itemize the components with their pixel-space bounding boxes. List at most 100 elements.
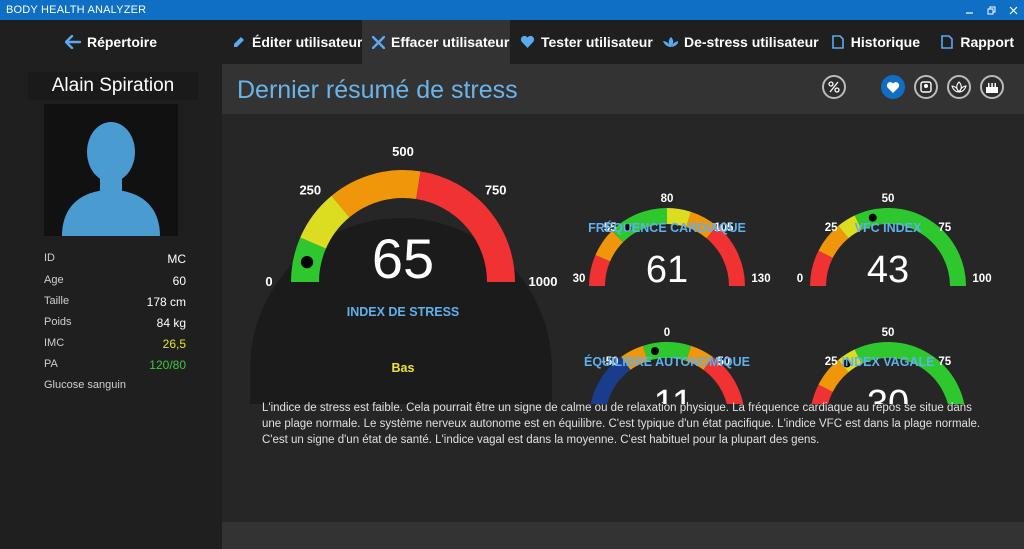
heart_rate-marker: [623, 224, 632, 233]
heart_rate-tick-label: 30: [573, 273, 586, 285]
minimize-icon[interactable]: [958, 0, 980, 20]
vagal-tick-label: 75: [938, 356, 951, 368]
avatar: [44, 104, 178, 236]
destress-user-label: De-stress utilisateur: [684, 34, 819, 50]
page-header: Dernier résumé de stress: [222, 64, 1024, 114]
info-value: 120/80: [149, 358, 186, 372]
info-row: Taille 178 cm: [44, 295, 186, 309]
heart_rate-arc-segment: [666, 208, 692, 228]
vagal-marker: [842, 359, 851, 368]
delete-user-button[interactable]: Effacer utilisateur: [362, 20, 510, 64]
vagal-value: 30: [867, 383, 909, 404]
heart_rate-label: FRÉQUENCE CARDIAQUE: [588, 220, 746, 235]
stress-tick-label: 0: [265, 274, 272, 289]
hrv-arc-segment: [818, 225, 849, 259]
info-value: 60: [172, 274, 186, 288]
info-row: Glucose sanguin: [44, 379, 186, 391]
user-name: Alain Spiration: [28, 72, 198, 100]
info-row: IMC 26,5: [44, 337, 186, 351]
percent-icon: [828, 81, 840, 93]
autonomic-arc-segment: [621, 345, 649, 371]
info-value: 84 kg: [156, 316, 186, 330]
hrv-tick-label: 50: [882, 193, 895, 205]
stress-tick-label: 500: [392, 144, 414, 159]
heart_rate-tick-label: 55: [604, 222, 617, 234]
info-row: Poids 84 kg: [44, 316, 186, 330]
info-row: PA 120/80: [44, 358, 186, 372]
test-user-button[interactable]: Tester utilisateur: [510, 20, 653, 64]
info-label: IMC: [44, 337, 65, 349]
hrv-tick-label: 0: [797, 273, 803, 285]
lotus-icon: [951, 81, 967, 93]
vagal-label: INDEX VAGALE: [842, 355, 935, 369]
page-title: Dernier résumé de stress: [237, 76, 518, 104]
info-row: Age 60: [44, 274, 186, 288]
window-controls: [958, 0, 1024, 20]
report-document-icon: [940, 34, 954, 50]
edit-user-label: Éditer utilisateur: [252, 34, 363, 50]
stress-tick-label: 1000: [529, 274, 558, 289]
heart_rate-tick-label: 105: [714, 222, 734, 234]
cake-button[interactable]: [980, 75, 1004, 99]
vagal-arc-segment: [854, 342, 965, 404]
back-button[interactable]: Répertoire: [0, 20, 222, 64]
info-label: ID: [44, 252, 55, 264]
info-label: Poids: [44, 316, 72, 328]
info-value: 26,5: [162, 337, 186, 351]
autonomic-arc-segment: [590, 356, 631, 404]
stress-marker: [300, 255, 314, 269]
scale-icon: [920, 81, 932, 93]
heart-icon: [886, 81, 900, 93]
autonomic-tick-label: 0: [664, 327, 670, 339]
heart_rate-value: 61: [646, 249, 688, 291]
info-value: 178 cm: [146, 295, 186, 309]
autonomic-arc-segment: [642, 342, 692, 362]
heart_rate-arc-segment: [589, 255, 611, 287]
info-label: Age: [44, 274, 64, 286]
history-label: Historique: [850, 34, 920, 50]
scale-button[interactable]: [914, 75, 938, 99]
destress-user-button[interactable]: De-stress utilisateur: [652, 20, 822, 64]
stress-summary-text: L'indice de stress est faible. Cela pour…: [262, 402, 981, 446]
footer-band: [222, 522, 1024, 549]
hrv-label: VFC INDEX: [855, 221, 922, 235]
info-row: ID MC: [44, 252, 186, 266]
stress-tick-label: 250: [299, 182, 321, 197]
percent-button[interactable]: [822, 75, 846, 99]
stress-level-panel: [336, 368, 470, 404]
toolbar: Répertoire Éditer utilisateur Effacer ut…: [0, 20, 1024, 64]
history-button[interactable]: Historique: [822, 20, 930, 64]
autonomic-arc-segment: [685, 345, 713, 371]
user-sidebar: Alain Spiration ID MC Age 60 Taille 178 cm Poi…: [0, 64, 222, 549]
stress-arc-segment: [331, 170, 421, 218]
x-icon: [372, 34, 385, 50]
autonomic-tick-label: -50: [602, 356, 619, 368]
stress-gauge-background: [250, 218, 552, 404]
hrv-marker: [868, 213, 877, 222]
main-panel: Dernier résumé de stress 0 250 500 750 1000 6…: [222, 64, 1024, 549]
title-bar: BODY HEALTH ANALYZER: [0, 0, 1024, 20]
arrow-left-icon: [64, 34, 81, 50]
autonomic-label: ÉQUILIBRE AUTONOMIQUE: [584, 354, 750, 369]
close-icon[interactable]: [1002, 0, 1024, 20]
heart_rate-arc-segment: [685, 211, 717, 239]
edit-user-button[interactable]: Éditer utilisateur: [222, 20, 362, 64]
autonomic-arc-segment: [703, 356, 744, 404]
app-title: BODY HEALTH ANALYZER: [6, 4, 147, 16]
restore-icon[interactable]: [980, 0, 1002, 20]
vagal-tick-label: 50: [882, 327, 895, 339]
report-button[interactable]: Rapport: [930, 20, 1024, 64]
info-value: MC: [167, 252, 186, 266]
hrv-arc-segment: [810, 250, 833, 287]
delete-user-label: Effacer utilisateur: [391, 34, 510, 50]
person-silhouette-icon: [62, 122, 160, 236]
info-label: Taille: [44, 295, 70, 307]
lotus-button[interactable]: [947, 75, 971, 99]
heart-test-button[interactable]: [881, 75, 905, 99]
autonomic-marker: [650, 347, 659, 356]
info-label: PA: [44, 358, 58, 370]
heart_rate-arc-segment: [611, 208, 668, 243]
pencil-icon: [232, 34, 246, 50]
stress-level-text: Bas: [392, 361, 415, 375]
document-icon: [832, 34, 845, 50]
